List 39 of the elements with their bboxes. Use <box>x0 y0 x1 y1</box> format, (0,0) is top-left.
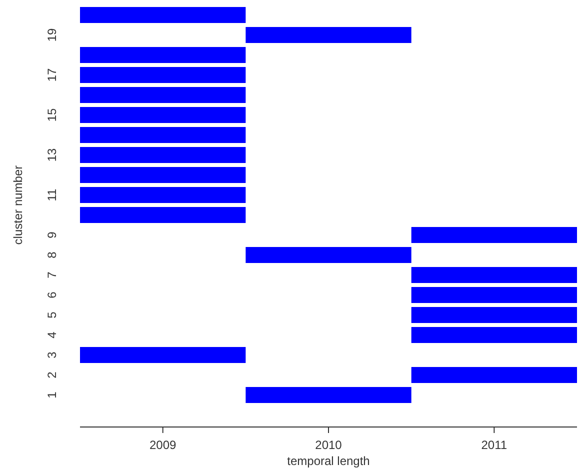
bar <box>411 327 577 343</box>
bar <box>411 307 577 323</box>
x-axis-title: temporal length <box>287 454 370 468</box>
y-tick-label: 5 <box>45 311 59 318</box>
bar <box>80 187 246 203</box>
y-tick-label: 17 <box>45 68 59 82</box>
bar <box>411 227 577 243</box>
bar <box>80 147 246 163</box>
bar <box>246 27 412 43</box>
x-tick-label: 2009 <box>149 438 177 452</box>
y-tick-label: 7 <box>45 271 59 278</box>
y-tick-label: 8 <box>45 251 59 258</box>
x-tick-label: 2011 <box>481 438 508 452</box>
y-tick-label: 1 <box>45 391 59 398</box>
y-tick-label: 2 <box>45 371 59 378</box>
y-tick-label: 13 <box>45 148 59 162</box>
y-tick-label: 15 <box>45 108 59 122</box>
bar <box>411 367 577 383</box>
bar <box>80 167 246 183</box>
y-tick-label: 3 <box>45 351 59 358</box>
y-tick-label: 4 <box>45 331 59 338</box>
y-axis-title: cluster number <box>11 165 25 245</box>
bar <box>80 127 246 143</box>
bar <box>80 67 246 83</box>
bar <box>80 107 246 123</box>
y-tick-label: 9 <box>45 231 59 238</box>
bar <box>80 347 246 363</box>
bar <box>80 207 246 223</box>
bar <box>246 247 412 263</box>
y-tick-label: 19 <box>45 28 59 42</box>
bar <box>246 387 412 403</box>
y-tick-label: 11 <box>45 188 59 202</box>
bar <box>80 87 246 103</box>
x-tick-label: 2010 <box>315 438 342 452</box>
bar <box>80 7 246 23</box>
y-tick-label: 6 <box>45 291 59 298</box>
bar <box>411 287 577 303</box>
bar <box>411 267 577 283</box>
bar <box>80 47 246 63</box>
